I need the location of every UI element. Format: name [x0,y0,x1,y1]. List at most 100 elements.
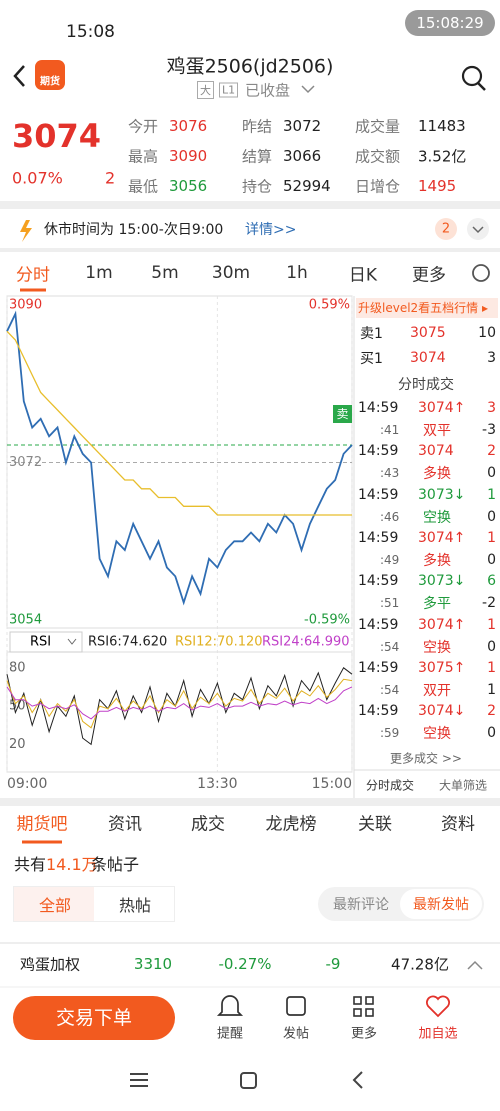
filter-box [13,886,175,922]
trade-time: 14:59 [358,443,399,460]
bottom-action[interactable]: 更多 [350,1026,378,1042]
trade-kind: 双开 [423,682,451,699]
settings-icon [472,264,490,282]
trade-kind: 双平 [423,423,451,439]
trade-button[interactable]: 交易下单 [13,996,175,1040]
trade-time: 14:59 [358,400,399,416]
select-caret [67,638,77,645]
post-count-prefix: 共有 [14,855,47,874]
filter-tab[interactable]: 全部 [38,896,72,915]
trade-delta: 0 [487,638,496,655]
trade-time: 14:59 [358,529,399,546]
trade-kind: 多换 [423,466,451,483]
side-button[interactable]: 分时成交 [365,778,415,793]
quote-value: 52994 [283,177,331,195]
trade-sec: :41 [380,423,400,437]
more-trades[interactable]: 更多成交 >> [390,751,462,766]
series-line [6,667,353,746]
community-tab[interactable]: 关联 [358,814,392,835]
bell-icon [216,995,244,1016]
bottom-action[interactable]: 提醒 [216,1026,244,1042]
trade-time: 14:59 [358,703,399,720]
indicator-title: RSI [30,635,51,650]
trade-price: 3074↓ [418,703,466,720]
book-price: 3075 [410,325,446,341]
community-tab[interactable]: 龙虎榜 [265,814,317,835]
x-tick-label: 09:00 [7,776,47,792]
community-tab[interactable]: 资料 [441,814,475,835]
heart-icon [426,995,450,1018]
nav-back [352,1071,363,1089]
trade-qty: 3 [487,400,496,416]
quote-label: 最高 [128,147,159,166]
trade-sec: :46 [380,509,400,524]
trade-qty: 2 [487,443,496,460]
trade-price: 3075↑ [418,659,466,676]
notice-badge: 2 [441,221,451,237]
tab-underline [22,840,62,844]
quote-value: 3.52亿 [418,147,467,166]
trade-kind: 空换 [423,726,451,743]
period-tab[interactable]: 1h [286,263,308,283]
filter-tab[interactable]: 热帖 [118,896,152,915]
collapse-icon [472,226,484,234]
notice-link[interactable]: 详情>> [245,222,297,238]
tag: 大 [197,81,214,99]
trade-sec: :54 [380,639,400,654]
trade-qty: 2 [487,703,496,720]
sort-option[interactable]: 最新发帖 [413,897,469,913]
more-icon [353,1008,362,1017]
tab-underline [20,288,46,292]
trade-qty: 1 [487,486,496,503]
post-icon [286,996,306,1016]
more-icon [365,996,374,1005]
period-tab[interactable]: 30m [211,263,251,283]
series-line [6,686,353,720]
side-button[interactable]: 大单筛选 [438,778,488,793]
period-tab[interactable]: 1m [85,263,113,283]
bottom-action[interactable]: 发帖 [282,1026,310,1042]
tag: L1 [219,82,239,98]
more-icon [365,1008,374,1017]
sort-option[interactable]: 最新评论 [333,897,389,913]
bottom-action[interactable]: 加自选 [418,1026,458,1042]
quote-label: 持仓 [242,177,273,196]
y-tick-label: 20 [9,737,26,752]
upgrade-bar[interactable]: 升级level2看五档行情 ▸ [356,298,498,318]
market-status: 已收盘 [245,81,291,100]
period-tab[interactable]: 日K [348,265,378,286]
quote-label: 日增仓 [355,177,401,196]
quote-label: 最低 [128,177,159,196]
legend-label: RSI12:70.120 [175,635,263,650]
y-tick-label: 80 [9,660,26,675]
trade-price: 3074↑ [418,400,466,416]
community-tab[interactable]: 资讯 [108,814,142,835]
search-icon-handle [477,82,486,91]
ticker-chevron [467,960,483,970]
period-tab[interactable]: 更多 [412,265,446,286]
post-count-suffix: 条帖子 [91,855,140,874]
trade-delta: -2 [482,595,496,612]
period-tab[interactable]: 5m [151,263,179,283]
series-line [6,678,353,729]
ticker-amount: 47.28亿 [391,955,449,974]
trade-time: 14:59 [358,659,399,676]
trade-delta: 0 [487,725,496,742]
community-tab[interactable]: 成交 [191,814,225,835]
trades-title: 分时成交 [398,377,454,393]
period-tab[interactable]: 分时 [16,265,50,286]
clock-pill [405,10,495,36]
status-clock: 15:08:29 [416,14,484,32]
quote-value: 3066 [283,147,322,165]
y-tick-label: 3054 [9,613,42,628]
last-price: 3074 [12,117,102,155]
quote-label: 成交量 [355,117,401,136]
quote-value: 3056 [169,177,208,195]
quote-label: 今开 [128,117,159,136]
book-label: 买1 [360,351,383,367]
trade-sec: :43 [380,466,400,481]
trade-price: 3074↑ [418,529,466,546]
y-tick-label: 3090 [9,298,42,313]
trade-delta: -3 [482,422,496,438]
community-tab[interactable]: 期货吧 [16,814,68,835]
